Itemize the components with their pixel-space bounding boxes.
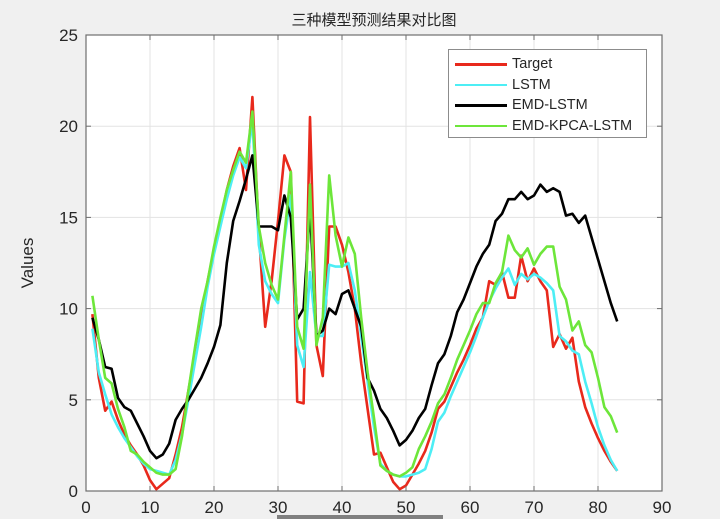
data-lines	[91, 95, 619, 491]
x-tick-label: 80	[589, 498, 608, 517]
legend-item-emd-lstm: EMD-LSTM	[449, 95, 646, 116]
legend-label: EMD-LSTM	[512, 97, 588, 114]
legend-swatch	[455, 124, 507, 127]
y-tick-label: 20	[59, 117, 78, 136]
y-tick-label: 0	[69, 482, 78, 501]
x-tick-label: 30	[269, 498, 288, 517]
x-tick-label: 0	[81, 498, 90, 517]
x-tick-label: 90	[653, 498, 672, 517]
x-tick-label: 10	[141, 498, 160, 517]
chart-title: 三种模型预测结果对比图	[291, 11, 457, 29]
y-tick-label: 15	[59, 208, 78, 227]
y-tick-label: 5	[69, 391, 78, 410]
legend-swatch	[455, 104, 507, 107]
legend-swatch	[455, 63, 507, 66]
legend-item-lstm: LSTM	[449, 75, 646, 96]
series-line-emd-lstm	[91, 154, 619, 460]
legend-label: EMD-KPCA-LSTM	[512, 117, 633, 134]
legend-label: Target	[512, 56, 553, 73]
x-tick-label: 70	[525, 498, 544, 517]
legend-label: LSTM	[512, 76, 551, 93]
axes-box	[85, 34, 663, 492]
x-tick-label: 50	[397, 498, 416, 517]
y-tick-label: 10	[59, 300, 78, 319]
x-tick-label: 40	[333, 498, 352, 517]
y-tick-label: 25	[59, 26, 78, 45]
horizontal-scrollbar[interactable]	[277, 515, 443, 519]
series-line-emd-kpca-lstm	[91, 110, 619, 478]
legend-swatch	[455, 83, 507, 86]
axis-ticks: 0 10 20 30 40 50 60 70 80 90 0 5 10 15 20 25	[59, 26, 671, 517]
x-tick-label: 20	[205, 498, 224, 517]
legend: Target LSTM EMD-LSTM EMD-KPCA-LSTM	[448, 49, 647, 138]
legend-item-target: Target	[449, 54, 646, 75]
x-tick-label: 60	[461, 498, 480, 517]
legend-item-emd-kpca-lstm: EMD-KPCA-LSTM	[449, 116, 646, 137]
